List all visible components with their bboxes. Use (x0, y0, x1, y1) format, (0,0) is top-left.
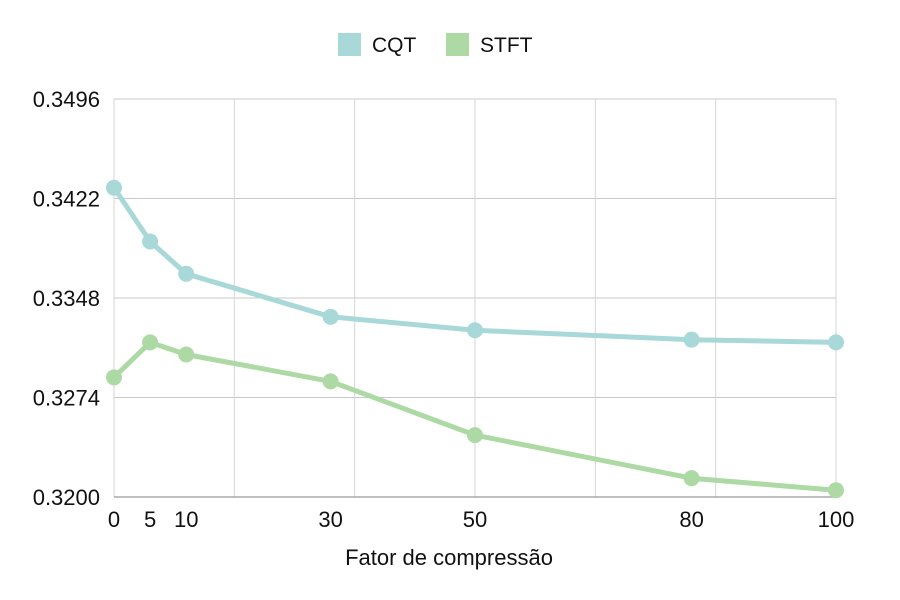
data-point-cqt (828, 334, 844, 351)
x-tick-label: 100 (818, 507, 855, 532)
legend-swatch-cqt (338, 33, 361, 56)
x-tick-label: 5 (144, 507, 156, 532)
data-point-cqt (322, 308, 339, 325)
x-tick-label: 30 (318, 507, 342, 532)
y-tick-label: 0.3422 (33, 187, 100, 212)
data-point-cqt (178, 265, 195, 282)
data-point-cqt (683, 331, 700, 348)
axes: 0.3200 0.3274 0.3348 0.3422 0.3496 0 5 10 30 50 80… (33, 87, 855, 532)
data-point-stft (828, 482, 844, 499)
x-tick-label: 80 (679, 507, 703, 532)
y-tick-label: 0.3200 (33, 485, 100, 510)
data-point-cqt (142, 233, 159, 250)
data-point-stft (467, 427, 483, 444)
data-point-stft (178, 346, 195, 363)
y-tick-label: 0.3274 (33, 386, 100, 411)
data-point-stft (142, 334, 159, 351)
x-tick-label: 0 (108, 507, 120, 532)
x-axis-title: Fator de compressão (345, 545, 553, 570)
data-point-stft (683, 470, 700, 487)
grid (113, 98, 837, 498)
legend-swatch-stft (446, 33, 469, 56)
legend-label-cqt: CQT (372, 34, 417, 57)
legend: CQT STFT (338, 33, 533, 57)
x-tick-label: 50 (463, 507, 487, 532)
data-point-stft (106, 369, 122, 386)
data-point-cqt (106, 179, 122, 196)
series-points (106, 179, 844, 499)
y-tick-label: 0.3496 (33, 87, 100, 112)
data-point-cqt (467, 322, 483, 339)
x-tick-label: 10 (174, 507, 198, 532)
y-tick-label: 0.3348 (33, 286, 100, 311)
data-point-stft (322, 373, 339, 390)
legend-label-stft: STFT (480, 34, 533, 57)
